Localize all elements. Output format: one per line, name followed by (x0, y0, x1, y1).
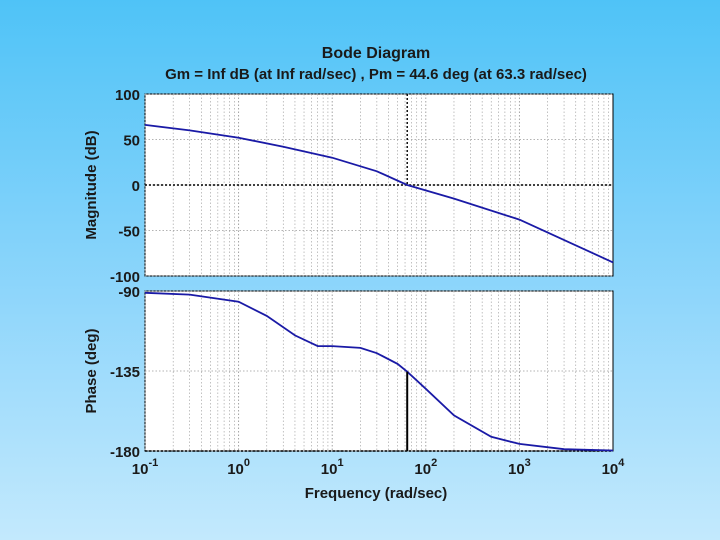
phase-y-tick-label: -90 (118, 284, 140, 301)
magnitude-y-tick-label: -100 (110, 269, 140, 286)
phase-grid (144, 290, 613, 452)
frequency-x-ticks: 10-1 100 101 102 103 104 (132, 457, 626, 478)
x-tick-label: 101 (321, 457, 344, 478)
phase-y-label: Phase (deg) (83, 328, 100, 413)
x-tick-exponent: 4 (618, 457, 625, 469)
phase-y-tick-label: -180 (110, 444, 140, 461)
x-tick-exponent: 1 (337, 457, 343, 469)
x-tick-base: 10 (132, 461, 149, 478)
x-tick-label: 10-1 (132, 457, 158, 478)
magnitude-y-label: Magnitude (dB) (83, 130, 100, 239)
phase-y-tick-label: -135 (110, 364, 140, 381)
magnitude-y-tick-label: 100 (115, 87, 140, 104)
chart-subtitle: Gm = Inf dB (at Inf rad/sec) , Pm = 44.6… (165, 66, 587, 83)
magnitude-y-ticks: 100 50 0 -50 -100 (110, 87, 140, 286)
x-axis-label: Frequency (rad/sec) (305, 485, 448, 502)
chart-title: Bode Diagram (322, 45, 430, 62)
x-tick-label: 104 (602, 457, 626, 478)
magnitude-y-tick-label: -50 (118, 224, 140, 241)
x-tick-exponent: 0 (244, 457, 250, 469)
x-tick-base: 10 (227, 461, 244, 478)
x-tick-label: 100 (227, 457, 250, 478)
phase-y-ticks: -90 -135 -180 (110, 284, 140, 461)
x-tick-label: 102 (414, 457, 437, 478)
magnitude-y-tick-label: 50 (123, 133, 140, 150)
x-tick-base: 10 (414, 461, 431, 478)
x-tick-base: 10 (602, 461, 619, 478)
x-tick-base: 10 (321, 461, 338, 478)
magnitude-marks (144, 94, 614, 264)
phase-series-line (144, 291, 614, 452)
x-tick-exponent: 3 (525, 457, 531, 469)
x-tick-label: 103 (508, 457, 531, 478)
magnitude-y-tick-label: 0 (132, 178, 140, 195)
magnitude-series-line (144, 124, 614, 264)
x-tick-exponent: 2 (431, 457, 437, 469)
x-tick-base: 10 (508, 461, 525, 478)
phase-marks (144, 291, 614, 452)
x-tick-exponent: -1 (148, 457, 158, 469)
